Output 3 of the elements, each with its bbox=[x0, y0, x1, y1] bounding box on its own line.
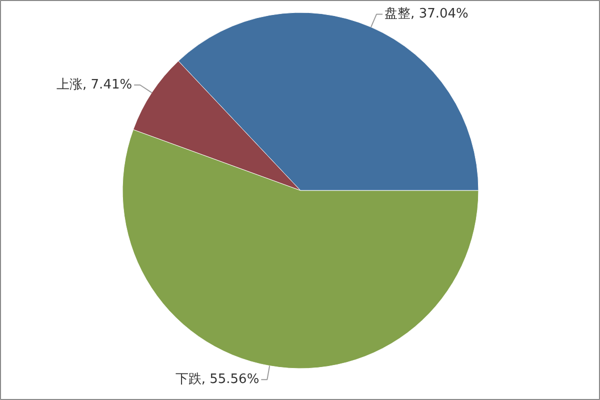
slice-label: 上涨, 7.41% bbox=[56, 77, 132, 92]
slice-label: 盘整, 37.04% bbox=[384, 6, 468, 22]
slice-label: 下跌, 55.56% bbox=[175, 372, 260, 388]
